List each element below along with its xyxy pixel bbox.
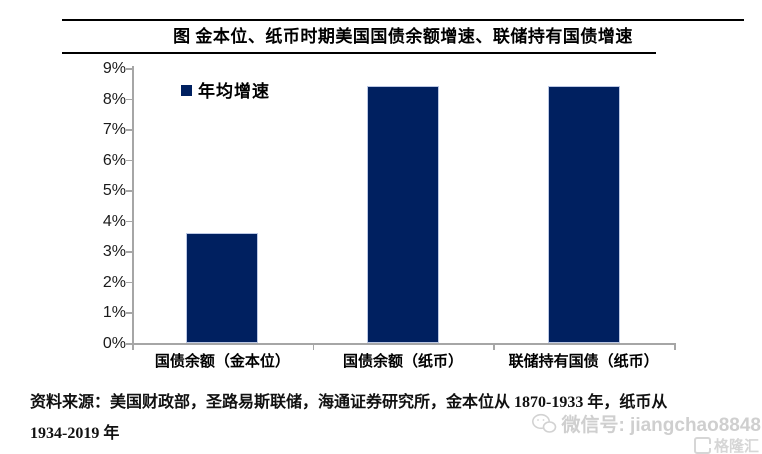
- y-axis-label: 9%: [102, 60, 126, 77]
- bar-2: [367, 86, 439, 343]
- y-axis-label: 3%: [102, 243, 126, 261]
- gelonghui-logo-text: 格隆汇: [713, 438, 759, 454]
- x-axis-line: [132, 343, 674, 345]
- y-axis-line: [132, 66, 134, 345]
- x-axis-category-label: 联储持有国债（纸币）: [508, 354, 659, 370]
- y-axis-tick: [126, 343, 132, 345]
- y-axis-label: 7%: [102, 121, 126, 139]
- bar-3: [547, 86, 620, 343]
- title-top-rule: [62, 19, 744, 21]
- y-axis-tick: [126, 129, 132, 131]
- y-axis-label: 6%: [102, 151, 126, 169]
- y-axis-tick: [126, 312, 132, 315]
- y-axis-label: 2%: [102, 273, 126, 291]
- y-axis-label: 5%: [102, 182, 126, 200]
- x-axis-tick: [674, 343, 676, 350]
- source-note-line2: 1934-2019 年: [30, 425, 120, 442]
- x-axis-category-label: 国债余额（金本位）: [154, 354, 290, 370]
- x-axis-tick: [493, 343, 495, 350]
- y-axis-label: 1%: [102, 304, 126, 322]
- y-axis-tick: [126, 98, 132, 101]
- chart-legend: 年均增速: [181, 77, 270, 102]
- title-bottom-rule: [62, 52, 656, 54]
- y-axis-tick: [126, 251, 132, 253]
- y-axis-tick: [126, 190, 132, 192]
- bar-1: [186, 233, 259, 343]
- gelonghui-logo-icon: [693, 437, 712, 454]
- wechat-watermark-text: 微信号: jiangchao8848: [561, 415, 761, 436]
- y-axis-label: 8%: [102, 90, 126, 108]
- y-axis-label: 4%: [102, 212, 126, 230]
- wechat-watermark: 微信号: jiangchao8848: [531, 410, 761, 437]
- y-axis-label: 0%: [102, 335, 126, 352]
- y-axis-tick: [126, 281, 132, 284]
- wechat-icon: [532, 413, 557, 433]
- chart-title: 图 金本位、纸币时期美国国债余额增速、联储持有国债增速: [173, 27, 633, 46]
- x-axis-tick: [132, 343, 134, 350]
- gelonghui-watermark: 格隆汇: [693, 435, 759, 454]
- source-note-line1: 资料来源：美国财政部，圣路易斯联储，海通证券研究所，金本位从 1870-1933…: [30, 394, 668, 411]
- y-axis-tick: [126, 68, 132, 70]
- legend-swatch-icon: [181, 84, 192, 96]
- y-axis-tick: [126, 220, 132, 223]
- legend-label: 年均增速: [198, 82, 270, 101]
- y-axis-tick: [126, 159, 132, 162]
- x-axis-tick: [312, 343, 315, 350]
- x-axis-category-label: 国债余额（纸币）: [342, 354, 463, 370]
